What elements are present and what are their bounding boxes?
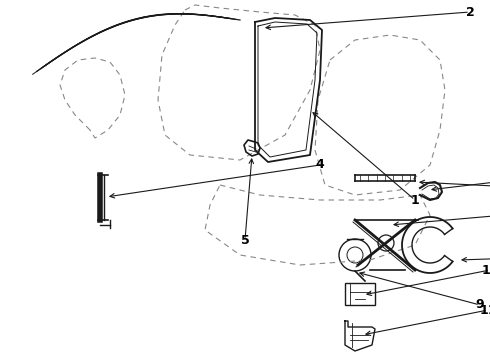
Text: 10: 10 <box>481 264 490 276</box>
Text: 4: 4 <box>316 158 324 171</box>
Bar <box>345 283 375 305</box>
Text: 1: 1 <box>411 194 419 207</box>
Text: 11: 11 <box>479 303 490 316</box>
Text: 9: 9 <box>476 298 484 311</box>
Text: 5: 5 <box>241 234 249 247</box>
Text: 2: 2 <box>466 5 474 18</box>
